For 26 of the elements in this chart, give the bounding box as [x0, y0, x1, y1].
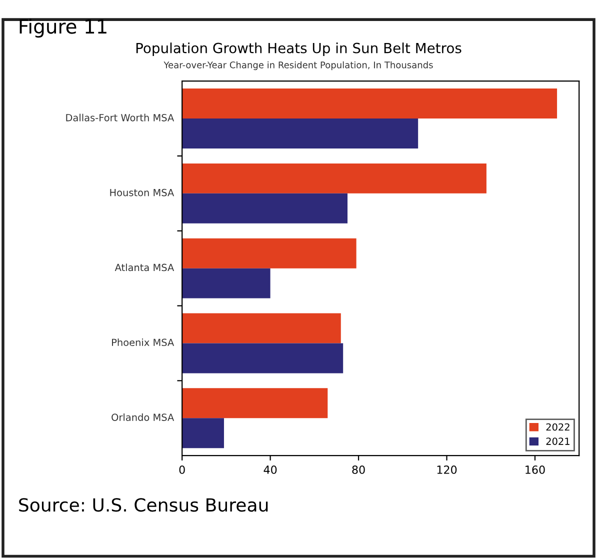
bar — [182, 343, 344, 374]
bar — [182, 238, 356, 268]
legend-label: 2021 — [546, 438, 570, 445]
chart-subtitle: Year-over-Year Change in Resident Population, In Thousands — [164, 61, 433, 70]
y-tick-label: Phoenix MSA — [112, 338, 174, 346]
bar — [182, 118, 418, 148]
bar — [182, 88, 558, 119]
x-tick-label: 40 — [264, 466, 277, 474]
y-tick-label: Orlando MSA — [112, 413, 174, 421]
bar — [182, 418, 224, 448]
bar — [182, 268, 270, 298]
x-tick-label: 80 — [352, 466, 365, 474]
x-tick-label: 120 — [437, 466, 457, 474]
chart-title: Population Growth Heats Up in Sun Belt Metros — [136, 42, 462, 56]
legend-label: 2022 — [546, 423, 570, 431]
x-tick-label: 0 — [179, 466, 185, 474]
y-tick-label: Houston MSA — [110, 188, 174, 196]
bar — [182, 163, 486, 194]
y-tick-label: Atlanta MSA — [114, 264, 174, 272]
caption: Figure 11 — [20, 18, 106, 38]
source-note: Source: U.S. Census Bureau — [19, 498, 268, 512]
bar — [182, 388, 328, 418]
y-tick-label: Dallas-Fort Worth MSA — [66, 114, 174, 122]
bar — [182, 193, 348, 224]
x-tick-label: 160 — [526, 466, 545, 474]
bar — [182, 313, 341, 344]
